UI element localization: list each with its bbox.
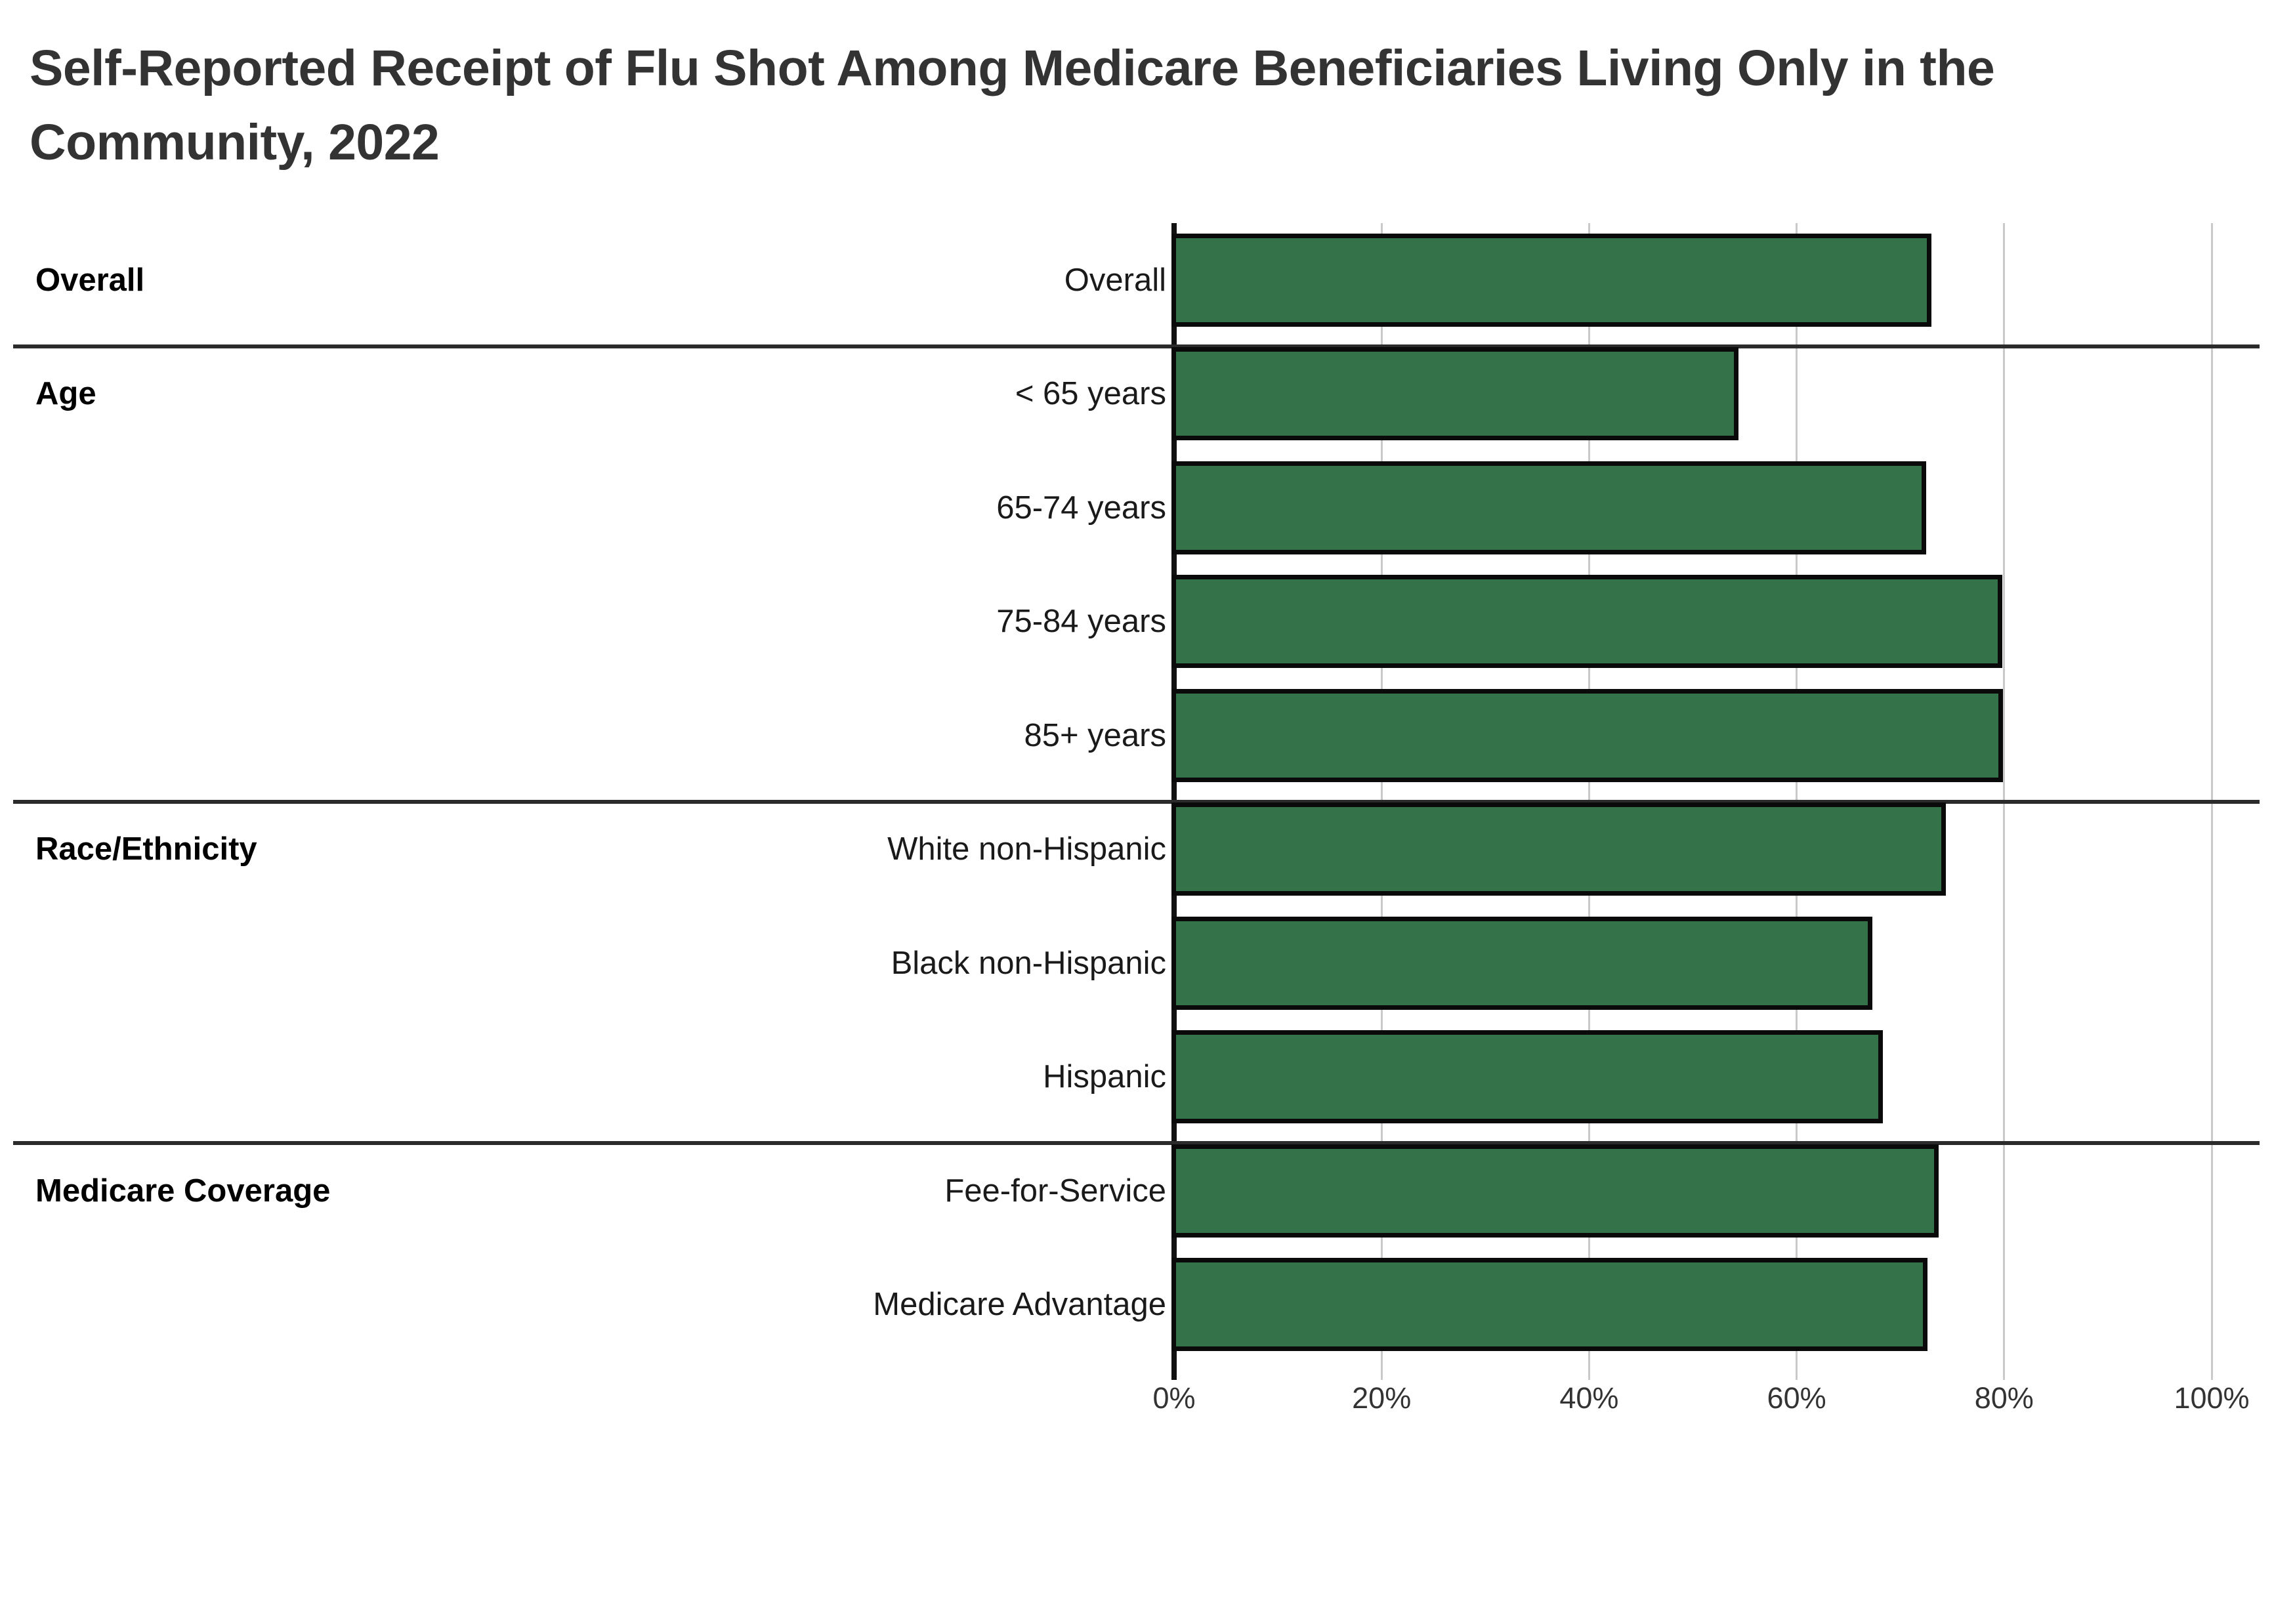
bar--65-years	[1171, 347, 1739, 441]
chart-title: Self-Reported Receipt of Flu Shot Among …	[30, 31, 1995, 180]
category-label: 85+ years	[1024, 717, 1166, 753]
bar-75-84-years	[1171, 575, 2002, 669]
bar-hispanic	[1171, 1030, 1883, 1124]
category-label: Medicare Advantage	[873, 1287, 1166, 1323]
category-label: Hispanic	[1043, 1059, 1166, 1095]
x-tick-label: 80%	[1974, 1381, 2034, 1415]
x-tick-label: 20%	[1352, 1381, 1412, 1415]
bar-medicare-advantage	[1171, 1258, 1927, 1352]
category-label: Overall	[1064, 262, 1166, 298]
bar-fee-for-service	[1171, 1144, 1939, 1238]
group-separator	[13, 344, 2260, 348]
chart-title-line2: Community, 2022	[30, 114, 440, 171]
category-label: < 65 years	[1015, 376, 1166, 412]
category-label: Fee-for-Service	[944, 1173, 1166, 1209]
chart-title-line1: Self-Reported Receipt of Flu Shot Among …	[30, 40, 1995, 96]
category-label: 75-84 years	[996, 604, 1166, 640]
group-label-overall: Overall	[35, 262, 145, 298]
category-label: Black non-Hispanic	[891, 945, 1166, 981]
x-tick-label: 0%	[1152, 1381, 1196, 1415]
x-tick-label: 60%	[1767, 1381, 1826, 1415]
group-separator	[13, 799, 2260, 804]
x-tick-label: 40%	[1559, 1381, 1619, 1415]
bar-65-74-years	[1171, 461, 1927, 554]
group-separator	[13, 1141, 2260, 1145]
bar-overall	[1171, 233, 1932, 327]
bar-85-years	[1171, 688, 2004, 782]
group-label-medicare-coverage: Medicare Coverage	[35, 1173, 331, 1209]
group-label-age: Age	[35, 376, 96, 412]
x-tick-label: 100%	[2174, 1381, 2250, 1415]
category-label: 65-74 years	[996, 489, 1166, 526]
bar-black-non-hispanic	[1171, 916, 1872, 1010]
bar-white-non-hispanic	[1171, 802, 1947, 896]
group-label-race-ethnicity: Race/Ethnicity	[35, 831, 257, 867]
category-label: White non-Hispanic	[887, 831, 1166, 867]
